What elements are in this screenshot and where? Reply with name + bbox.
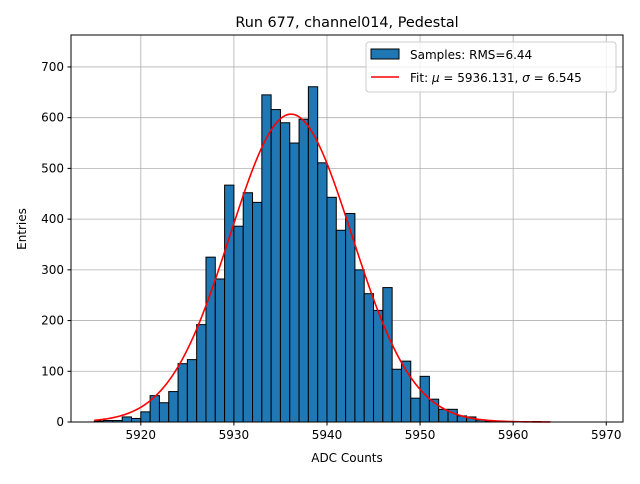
x-axis-ticks: 5920 5930 5940 5950 5960 5970 (126, 422, 622, 442)
histogram-bar (335, 229, 347, 423)
histogram-bar (391, 368, 402, 423)
histogram-bar (438, 408, 449, 423)
legend-label-samples: Samples: RMS=6.44 (410, 48, 532, 62)
histogram-bar (140, 411, 151, 423)
histogram-bar (410, 397, 421, 423)
fit-curve (94, 113, 551, 423)
histogram-bar (214, 278, 226, 423)
x-tick-label: 5940 (312, 428, 343, 442)
legend: Samples: RMS=6.44 Fit: μ = 5936.131, σ =… (365, 41, 617, 93)
y-tick-label: 300 (41, 263, 64, 277)
legend-swatch-samples (370, 48, 400, 60)
chart-title: Run 677, channel014, Pedestal (235, 15, 458, 31)
histogram-bar (307, 86, 319, 423)
histogram-bar (363, 293, 375, 423)
histogram-bar (354, 269, 365, 423)
histogram-bar (196, 324, 207, 423)
histogram-bar (121, 416, 133, 423)
histogram-bar (242, 192, 254, 423)
histogram-bar (252, 201, 263, 423)
y-tick-label: 400 (41, 212, 64, 226)
y-tick-label: 600 (41, 111, 64, 125)
y-axis-label: Entries (15, 208, 29, 250)
x-tick-label: 5930 (219, 428, 250, 442)
x-tick-label: 5960 (498, 428, 529, 442)
x-tick-label: 5970 (591, 428, 622, 442)
x-axis-label: ADC Counts (311, 451, 383, 465)
histogram-bar (382, 287, 393, 423)
histogram-bar (224, 184, 235, 423)
y-tick-label: 700 (41, 60, 64, 74)
histogram-bar (326, 196, 337, 423)
histogram-bar (177, 363, 188, 423)
x-tick-label: 5950 (405, 428, 436, 442)
y-tick-label: 100 (41, 364, 64, 378)
legend-box (365, 41, 617, 93)
histogram-bar (233, 225, 244, 423)
bars (93, 86, 542, 423)
histogram-bar (186, 359, 198, 423)
plot-frame (70, 34, 624, 423)
histogram-bar (345, 213, 356, 423)
histogram-bar (289, 142, 300, 423)
y-tick-label: 200 (41, 314, 64, 328)
histogram-bar (131, 417, 142, 423)
histogram-bar (279, 122, 291, 423)
y-tick-label: 0 (56, 415, 64, 429)
y-tick-label: 500 (41, 161, 64, 175)
histogram-bar (158, 402, 170, 423)
histogram-bar (419, 375, 430, 423)
histogram-bar (317, 162, 328, 423)
histogram-bar (298, 118, 309, 423)
y-axis-ticks: 0 100 200 300 400 500 600 700 (41, 60, 71, 429)
legend-label-fit: Fit: μ = 5936.131, σ = 6.545 (410, 71, 582, 85)
x-tick-label: 5920 (126, 428, 157, 442)
histogram-bar (270, 109, 281, 423)
histogram-bar (168, 391, 179, 423)
histogram-bar (373, 309, 384, 423)
